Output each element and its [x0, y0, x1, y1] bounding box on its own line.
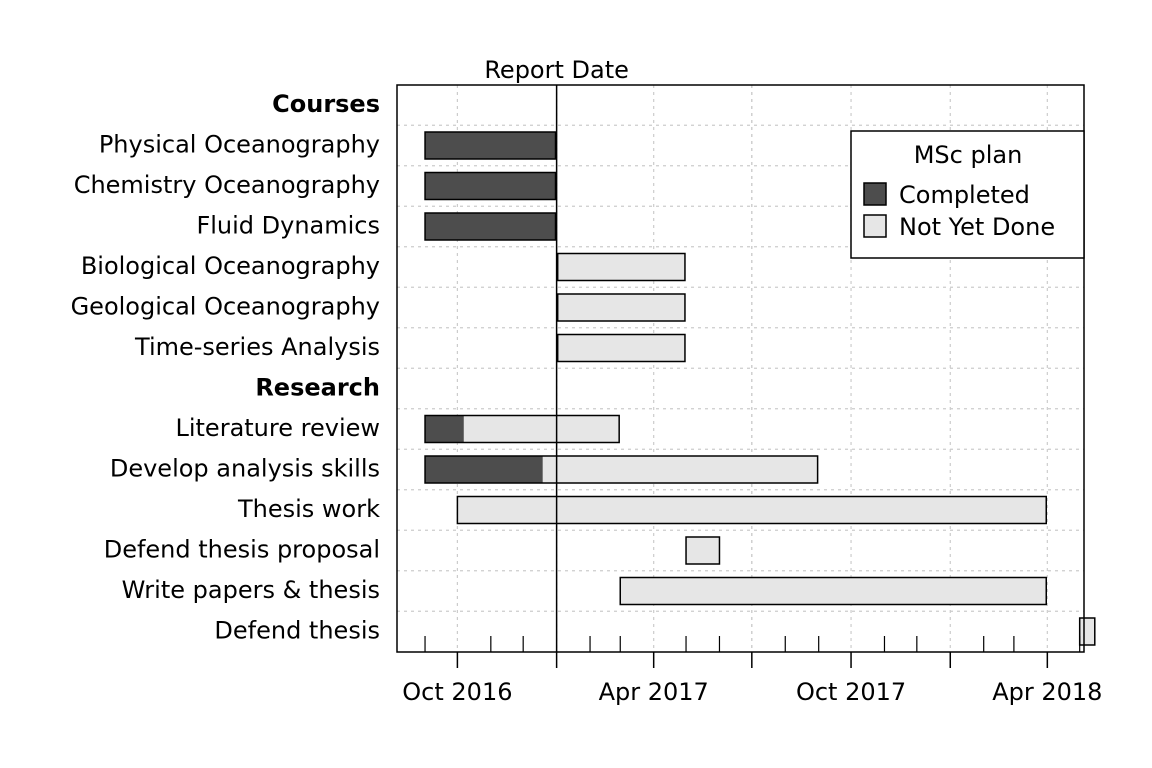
legend-label-completed: Completed	[899, 181, 1030, 209]
task-bar-write-papers-and-thesis	[619, 576, 1048, 606]
task-label-literature-review: Literature review	[175, 414, 380, 442]
task-label-defend-thesis: Defend thesis	[214, 617, 380, 645]
task-bar-completed-part	[425, 213, 556, 240]
task-bar-defend-thesis	[1078, 617, 1096, 646]
task-bar-geological-oceanography	[556, 293, 686, 322]
task-label-thesis-work: Thesis work	[237, 495, 380, 523]
task-bar-outline	[424, 131, 557, 160]
x-tick-label: Apr 2017	[599, 678, 709, 706]
task-bar-remaining-part	[686, 537, 720, 564]
grid-lines	[397, 85, 1084, 652]
task-label-write-papers-and-thesis: Write papers & thesis	[122, 576, 380, 604]
task-bar-outline	[556, 252, 686, 282]
task-bar-remaining-part	[542, 456, 818, 483]
task-bar-time-series-analysis	[556, 333, 686, 363]
task-bar-completed-part	[425, 456, 543, 483]
task-bar-remaining-part	[457, 496, 1047, 524]
x-tick-label: Apr 2018	[992, 678, 1102, 706]
section-label-courses: Courses	[272, 90, 380, 118]
task-label-biological-oceanography: Biological Oceanography	[81, 252, 380, 280]
task-bar-outline	[456, 495, 1048, 525]
task-bar-outline	[685, 536, 721, 565]
task-bar-outline	[424, 171, 557, 201]
task-label-chemistry-oceanography: Chemistry Oceanography	[74, 171, 380, 199]
task-label-fluid-dynamics: Fluid Dynamics	[196, 212, 380, 240]
task-bar-physical-oceanography	[424, 131, 557, 160]
legend-label-not-yet-done: Not Yet Done	[899, 213, 1055, 241]
task-bar-remaining-part	[620, 577, 1047, 605]
x-tick-label: Oct 2016	[402, 678, 512, 706]
task-label-physical-oceanography: Physical Oceanography	[99, 131, 380, 159]
task-label-defend-thesis-proposal: Defend thesis proposal	[104, 536, 380, 564]
task-bar-outline	[556, 293, 686, 322]
task-labels: Courses Physical Oceanography Chemistry Oc…	[71, 90, 381, 645]
task-bar-outline	[424, 212, 557, 241]
task-bar-remaining-part	[557, 334, 685, 362]
x-tick-label: Oct 2017	[796, 678, 906, 706]
report-date-label: Report Date	[484, 56, 629, 84]
legend-swatch-not-yet-done	[863, 214, 887, 238]
legend-title: MSc plan	[914, 141, 1023, 169]
task-label-time-series-analysis: Time-series Analysis	[134, 333, 380, 361]
x-axis: Oct 2016 Apr 2017 Oct 2017 Apr 2018	[402, 636, 1102, 706]
task-bar-literature-review	[424, 414, 620, 444]
task-bar-completed-part	[425, 172, 556, 200]
task-bar-outline	[424, 414, 620, 444]
legend-swatch-completed	[863, 182, 887, 206]
task-bar-remaining-part	[1079, 618, 1095, 645]
task-bar-thesis-work	[456, 495, 1048, 525]
section-label-research: Research	[255, 374, 380, 402]
task-bar-outline	[619, 576, 1048, 606]
task-bar-fluid-dynamics	[424, 212, 557, 241]
legend-box	[850, 130, 1085, 259]
task-bar-outline	[1078, 617, 1096, 646]
task-bar-defend-thesis-proposal	[685, 536, 721, 565]
task-bar-completed-part	[425, 415, 464, 443]
legend: MSc plan Completed Not Yet Done	[850, 130, 1085, 259]
task-label-geological-oceanography: Geological Oceanography	[71, 293, 380, 321]
plot-frame	[396, 84, 1085, 653]
task-label-develop-analysis-skills: Develop analysis skills	[110, 455, 380, 483]
task-bar-completed-part	[425, 132, 556, 159]
task-bar-remaining-part	[557, 253, 685, 281]
task-bar-remaining-part	[463, 415, 620, 443]
task-bar-develop-analysis-skills	[424, 455, 819, 484]
task-bars	[424, 131, 1096, 646]
task-bar-outline	[424, 455, 819, 484]
task-bar-remaining-part	[557, 294, 685, 321]
task-bar-outline	[556, 333, 686, 363]
task-bar-biological-oceanography	[556, 252, 686, 282]
task-bar-chemistry-oceanography	[424, 171, 557, 201]
